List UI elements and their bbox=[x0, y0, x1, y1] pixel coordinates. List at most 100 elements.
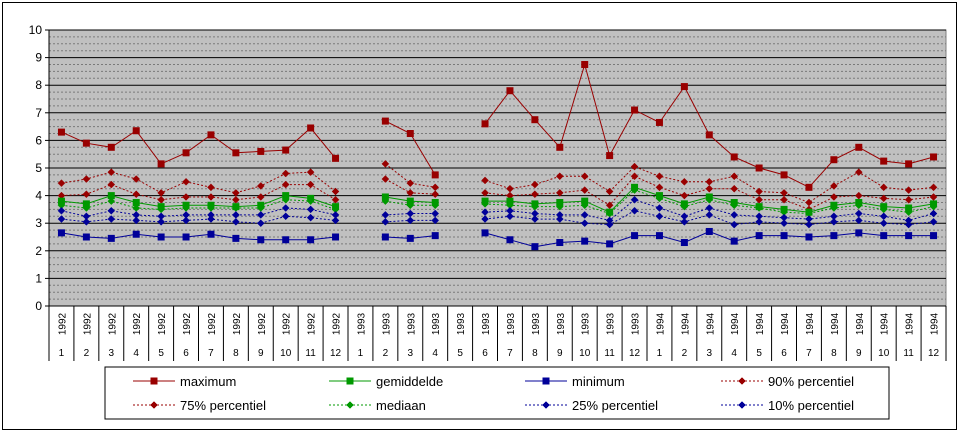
category-month-label: 6 bbox=[781, 348, 787, 359]
data-point-90-percentiel bbox=[780, 188, 788, 197]
data-point-75-percentiel bbox=[630, 172, 639, 181]
data-point-minimum bbox=[606, 240, 614, 248]
data-point-gemiddelde bbox=[705, 193, 713, 201]
data-point-maximum bbox=[830, 156, 838, 164]
data-point-90-percentiel bbox=[306, 168, 315, 176]
y-tick-label: 4 bbox=[35, 189, 42, 203]
data-point-10-percentiel bbox=[107, 215, 116, 223]
data-point-25-percentiel bbox=[256, 211, 265, 219]
data-point-75-percentiel bbox=[780, 195, 788, 204]
data-point-maximum bbox=[655, 118, 663, 126]
data-point-75-percentiel bbox=[555, 188, 564, 197]
data-point-25-percentiel bbox=[730, 211, 739, 219]
data-point-10-percentiel bbox=[306, 213, 315, 222]
data-point-minimum bbox=[631, 232, 639, 240]
legend-marker-25-percentiel bbox=[542, 401, 550, 409]
series-line-75-percentiel bbox=[61, 184, 336, 201]
y-tick-label: 0 bbox=[35, 299, 42, 313]
data-point-minimum bbox=[381, 233, 389, 241]
data-point-10-percentiel bbox=[57, 215, 66, 223]
data-point-maximum bbox=[157, 160, 165, 168]
data-point-90-percentiel bbox=[805, 198, 813, 207]
data-point-10-percentiel bbox=[481, 215, 489, 223]
data-point-10-percentiel bbox=[506, 212, 514, 221]
data-point-90-percentiel bbox=[232, 188, 240, 197]
data-point-10-percentiel bbox=[705, 211, 714, 219]
data-point-10-percentiel bbox=[232, 217, 240, 226]
data-point-25-percentiel bbox=[306, 205, 315, 214]
data-point-75-percentiel bbox=[830, 193, 838, 201]
category-month-label: 4 bbox=[432, 348, 438, 359]
data-point-gemiddelde bbox=[257, 201, 265, 209]
data-point-gemiddelde bbox=[905, 204, 913, 212]
data-point-25-percentiel bbox=[107, 206, 116, 215]
data-point-minimum bbox=[207, 230, 215, 238]
data-point-10-percentiel bbox=[605, 220, 614, 229]
category-year-label: 1992 bbox=[107, 312, 118, 335]
data-point-25-percentiel bbox=[580, 211, 589, 219]
data-point-gemiddelde bbox=[880, 203, 888, 211]
data-point-10-percentiel bbox=[555, 215, 564, 223]
data-point-10-percentiel bbox=[830, 217, 838, 226]
data-point-90-percentiel bbox=[481, 176, 489, 185]
data-point-minimum bbox=[57, 229, 65, 237]
legend-marker-mediaan bbox=[346, 401, 354, 409]
data-point-gemiddelde bbox=[207, 201, 215, 209]
category-year-label: 1993 bbox=[406, 312, 417, 335]
data-point-10-percentiel bbox=[182, 216, 190, 225]
data-point-75-percentiel bbox=[431, 190, 440, 199]
data-point-10-percentiel bbox=[780, 219, 788, 228]
data-point-gemiddelde bbox=[107, 192, 115, 200]
data-point-minimum bbox=[481, 229, 489, 237]
data-point-75-percentiel bbox=[306, 180, 315, 189]
data-point-10-percentiel bbox=[331, 216, 340, 225]
data-point-90-percentiel bbox=[730, 172, 739, 181]
data-point-minimum bbox=[680, 239, 688, 247]
category-month-label: 4 bbox=[133, 348, 139, 359]
data-point-minimum bbox=[307, 236, 315, 244]
data-point-minimum bbox=[531, 243, 539, 251]
category-month-label: 10 bbox=[280, 348, 292, 359]
data-point-minimum bbox=[780, 232, 788, 240]
data-point-gemiddelde bbox=[581, 197, 589, 205]
data-point-gemiddelde bbox=[556, 199, 564, 206]
category-year-label: 1993 bbox=[381, 312, 392, 335]
data-point-maximum bbox=[307, 124, 315, 132]
data-point-gemiddelde bbox=[157, 203, 165, 211]
data-point-maximum bbox=[755, 164, 763, 172]
category-month-label: 4 bbox=[731, 348, 737, 359]
data-point-maximum bbox=[431, 171, 439, 179]
category-year-label: 1994 bbox=[905, 312, 916, 335]
data-point-gemiddelde bbox=[506, 197, 514, 205]
data-point-90-percentiel bbox=[705, 177, 714, 186]
data-point-minimum bbox=[705, 227, 713, 235]
category-month-label: 2 bbox=[84, 348, 90, 359]
category-year-label: 1994 bbox=[655, 312, 666, 335]
category-month-label: 5 bbox=[756, 348, 762, 359]
category-month-label: 9 bbox=[557, 348, 563, 359]
data-point-minimum bbox=[905, 232, 913, 240]
data-point-maximum bbox=[680, 83, 688, 91]
data-point-gemiddelde bbox=[332, 203, 340, 211]
category-month-label: 12 bbox=[629, 348, 641, 359]
y-tick-label: 9 bbox=[35, 51, 42, 65]
data-point-gemiddelde bbox=[755, 203, 763, 211]
legend-marker-10-percentiel bbox=[738, 401, 746, 409]
category-month-label: 7 bbox=[806, 348, 812, 359]
legend-marker-maximum bbox=[150, 377, 158, 385]
data-point-90-percentiel bbox=[107, 168, 116, 176]
category-month-label: 10 bbox=[878, 348, 890, 359]
data-point-25-percentiel bbox=[929, 209, 938, 218]
data-point-minimum bbox=[880, 232, 888, 240]
category-month-label: 1 bbox=[657, 348, 663, 359]
category-month-label: 3 bbox=[109, 348, 115, 359]
data-point-10-percentiel bbox=[157, 217, 165, 226]
data-point-maximum bbox=[57, 128, 65, 136]
data-point-maximum bbox=[780, 171, 788, 179]
data-point-10-percentiel bbox=[531, 215, 539, 223]
data-point-90-percentiel bbox=[82, 175, 91, 183]
data-point-minimum bbox=[157, 233, 165, 241]
data-point-maximum bbox=[332, 154, 340, 162]
data-point-gemiddelde bbox=[680, 200, 688, 208]
